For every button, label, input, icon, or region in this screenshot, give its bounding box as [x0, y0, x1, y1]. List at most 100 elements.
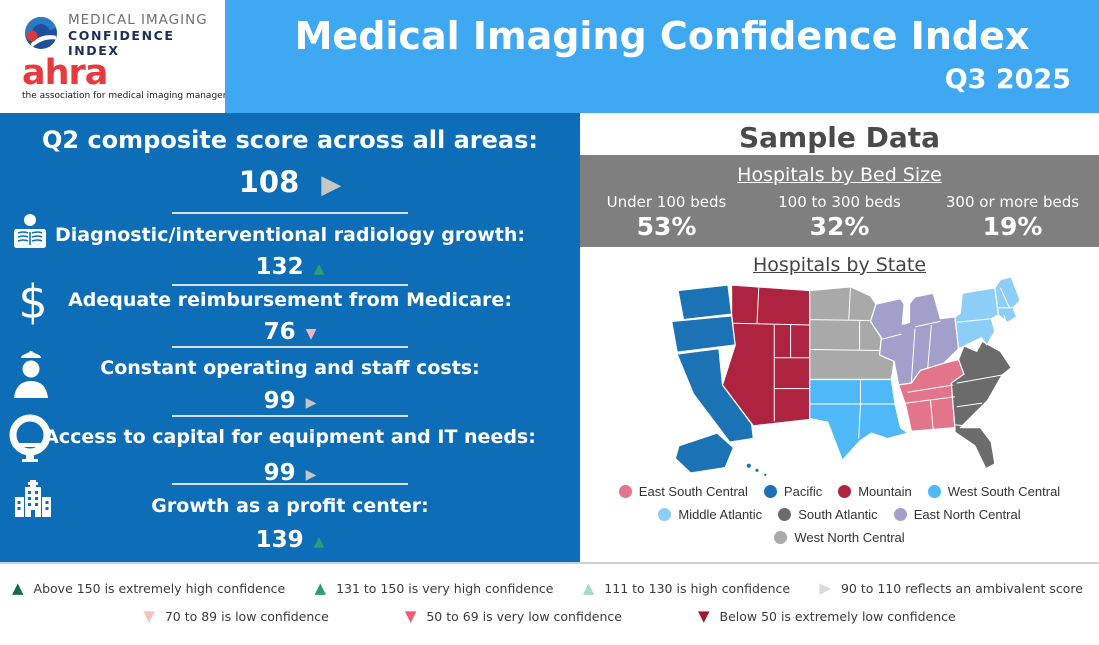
down-arrow-icon: ▼ [143, 607, 155, 625]
composite-value: 108 [238, 165, 300, 199]
bed-size-col: Under 100 beds 53% [580, 193, 753, 241]
scores-panel: Q2 composite score across all areas: 108… [0, 113, 580, 562]
score-key-item: ▼ 50 to 69 is very low confidence [404, 607, 622, 625]
region-dot [618, 485, 632, 498]
score-key-label: 90 to 110 reflects an ambivalent score [840, 581, 1083, 596]
sample-data-panel: Sample Data Hospitals by Bed Size Under … [580, 113, 1099, 562]
trend-up-icon: ▲ [313, 261, 325, 277]
bed-size-title: Hospitals by Bed Size [737, 164, 942, 186]
legend-item: Middle Atlantic [658, 507, 762, 522]
bed-size-col: 100 to 300 beds 32% [753, 193, 926, 241]
score-key-label: 50 to 69 is very low confidence [426, 609, 622, 624]
metric-label: Constant operating and staff costs: [100, 357, 480, 379]
composite-label: Q2 composite score across all areas: [42, 126, 538, 154]
page-quarter: Q3 2025 [944, 64, 1071, 95]
map-region-west-south-central [809, 378, 909, 461]
map-region-pacific [677, 284, 733, 321]
region-dot [838, 485, 852, 498]
region-dot [774, 531, 788, 544]
ahra-wordmark: ahra [22, 53, 108, 93]
right-arrow-icon: ▶ [819, 579, 831, 597]
map-region-hawaii [762, 472, 768, 478]
score-key-label: 131 to 150 is very high confidence [336, 581, 554, 596]
hospitals-by-state-title: Hospitals by State [752, 254, 927, 276]
score-key-label: 111 to 130 is high confidence [604, 581, 791, 596]
brand-bottom: CONFIDENCE INDEX [68, 28, 175, 58]
map-region-pacific [676, 348, 754, 443]
legend-item: West South Central [927, 484, 1061, 499]
down-arrow-icon: ▼ [697, 607, 710, 625]
us-choropleth-map [636, 276, 1036, 487]
up-arrow-icon: ▲ [582, 579, 595, 597]
score-key: ▲ Above 150 is extremely high confidence … [0, 562, 1099, 645]
map-region-south-atlantic [950, 340, 1012, 470]
map-region-new-england [994, 276, 1021, 323]
region-dot [763, 485, 777, 498]
metric-value: 132 [255, 254, 304, 280]
metric-value: 99 [263, 460, 296, 486]
trend-down-icon: ▼ [305, 326, 317, 342]
ahra-logo: ahra the association for medical imaging… [22, 53, 247, 102]
metric-value: 139 [255, 527, 304, 553]
map-region-alaska [674, 432, 734, 474]
region-label: Pacific [783, 484, 823, 499]
metric-value: 76 [263, 319, 296, 345]
region-label: West South Central [947, 484, 1061, 499]
dollar-icon: $ [16, 275, 50, 334]
score-key-label: 70 to 89 is low confidence [164, 609, 329, 624]
bed-size-col: 300 or more beds 19% [926, 193, 1099, 241]
bed-size-band: Hospitals by Bed Size Under 100 beds 53%… [580, 155, 1099, 247]
down-arrow-icon: ▼ [404, 607, 417, 625]
bed-size-value: 32% [809, 212, 870, 241]
bed-size-label: 300 or more beds [945, 193, 1080, 211]
metric-label: Access to capital for equipment and IT n… [44, 426, 536, 448]
bed-size-label: 100 to 300 beds [778, 193, 901, 211]
divider [172, 346, 408, 348]
score-key-item: ▶ 90 to 110 reflects an ambivalent score [819, 579, 1083, 597]
divider [172, 415, 408, 417]
region-label: East South Central [638, 484, 748, 499]
up-arrow-icon: ▲ [314, 579, 327, 597]
trend-steady-icon: ▶ [305, 467, 317, 483]
metric-value-row: 132 ▲ [0, 254, 580, 280]
score-key-item: ▼ 70 to 89 is low confidence [143, 607, 329, 625]
staff-person-icon [10, 350, 52, 410]
legend-item: Mountain [838, 484, 912, 499]
composite-trend-icon: ▶ [321, 170, 342, 200]
score-key-item: ▼ Below 50 is extremely low confidence [697, 607, 956, 625]
region-dot [927, 485, 941, 498]
region-label: East North Central [913, 507, 1021, 522]
region-label: South Atlantic [798, 507, 878, 522]
map-region-pacific [671, 315, 736, 353]
trend-up-icon: ▲ [313, 534, 325, 550]
region-dot [658, 508, 672, 521]
divider [172, 284, 408, 286]
map-legend: East South Central Pacific Mountain West… [580, 484, 1099, 553]
bed-size-label: Under 100 beds [606, 193, 727, 211]
ahra-tagline: the association for medical imaging mana… [22, 91, 247, 101]
bed-size-value: 53% [636, 212, 697, 241]
radiologist-reading-icon [10, 213, 50, 257]
map-region-hawaii [745, 462, 753, 470]
mri-scanner-icon [4, 413, 56, 469]
metric-value: 99 [263, 388, 296, 414]
score-key-label: Above 150 is extremely high confidence [33, 581, 286, 596]
legend-item: East South Central [618, 484, 748, 499]
metric-value-row: 76 ▼ [0, 319, 580, 345]
state-borders [733, 285, 1014, 439]
metric-value-row: 99 ▶ [0, 460, 580, 486]
score-key-item: ▲ Above 150 is extremely high confidence [12, 581, 286, 597]
region-label: Mountain [858, 484, 912, 499]
composite-value-row: 108 ▶ [0, 165, 580, 200]
legend-item: Pacific [763, 484, 823, 499]
logo-box: MEDICAL IMAGING CONFIDENCE INDEX ahra th… [0, 0, 246, 113]
region-label: West North Central [794, 530, 905, 545]
page-title: Medical Imaging Confidence Index [294, 14, 1030, 58]
region-dot [893, 508, 907, 521]
score-key-item: ▲ 131 to 150 is very high confidence [314, 579, 554, 597]
hospital-icon [12, 479, 54, 523]
trend-steady-icon: ▶ [305, 395, 317, 411]
mici-logo: MEDICAL IMAGING CONFIDENCE INDEX [22, 12, 225, 58]
lake-michigan [903, 301, 911, 325]
